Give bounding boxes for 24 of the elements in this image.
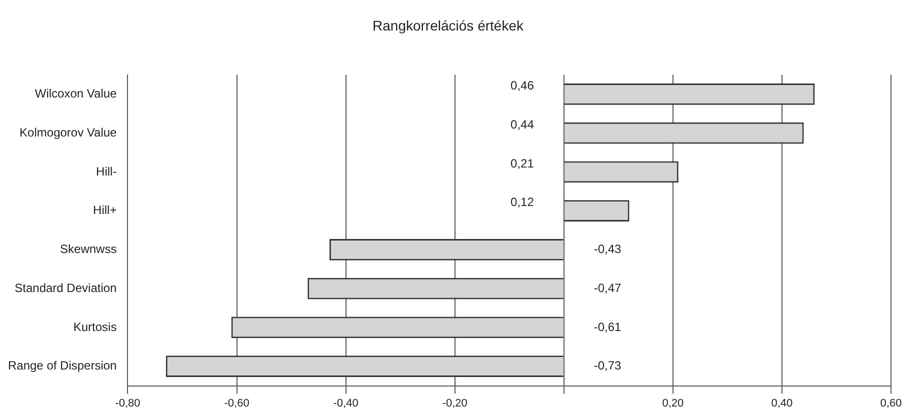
y-tick-label: Kurtosis <box>73 320 117 334</box>
y-tick-label: Hill+ <box>93 203 117 218</box>
x-tick-label: -0,20 <box>442 397 468 410</box>
data-label: 0,46 <box>510 78 534 93</box>
data-label: -0,61 <box>594 320 622 334</box>
data-label: 0,44 <box>510 117 534 132</box>
data-label: 0,21 <box>510 156 534 170</box>
x-tick-label: -0,60 <box>224 397 250 410</box>
x-tick-label: 0,40 <box>771 397 793 410</box>
x-tick-label: 0,60 <box>880 397 902 410</box>
data-label: 0,12 <box>510 195 534 210</box>
data-label: -0,73 <box>594 358 622 373</box>
y-tick-label: Skewnwss <box>60 242 117 256</box>
data-label: -0,47 <box>594 280 622 295</box>
x-tick-label: -0,40 <box>333 397 358 410</box>
y-tick-label: Standard Deviation <box>14 280 117 295</box>
y-tick-label: Wilcoxon Value <box>34 86 118 101</box>
x-tick-label: -0,80 <box>115 397 140 410</box>
y-tick-label: Range of Dispersion <box>8 358 117 373</box>
y-tick-label: Hill- <box>96 164 117 178</box>
chart-title: Rangkorrelációs értékek <box>372 17 524 34</box>
data-label: -0,43 <box>594 242 622 256</box>
x-tick-label: 0,20 <box>662 397 684 410</box>
y-tick-label: Kolmogorov Value <box>20 125 118 140</box>
